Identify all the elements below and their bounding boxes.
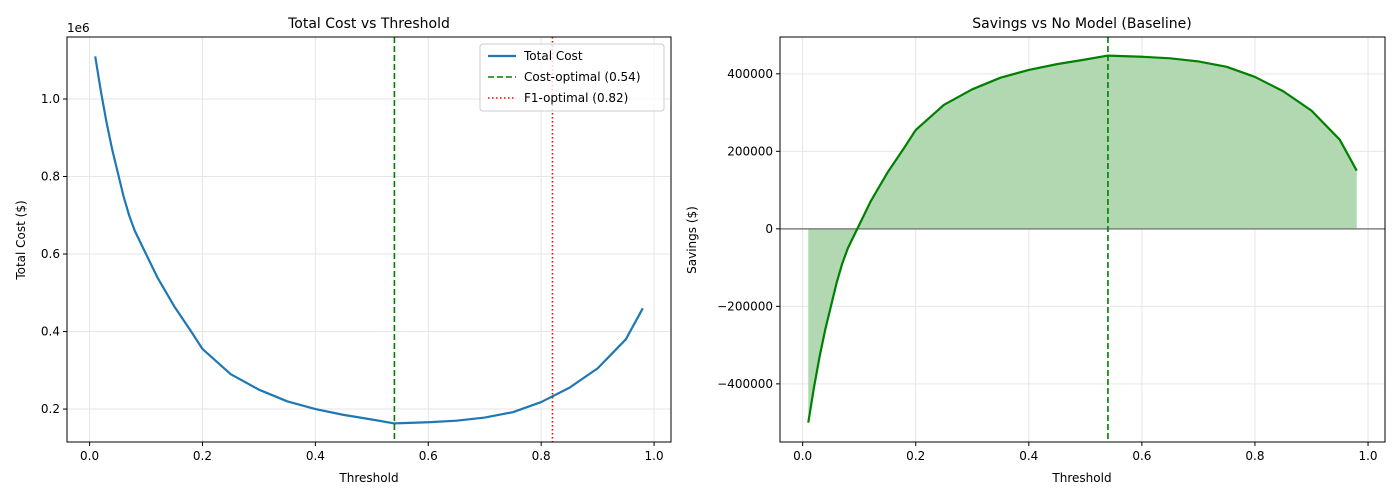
y-tick-label: 1.0 <box>41 92 60 106</box>
y-tick-label: 400000 <box>727 67 773 81</box>
x-tick-label: 0.8 <box>532 449 551 463</box>
x-tick-label: 0.8 <box>1245 449 1264 463</box>
x-tick-label: 0.2 <box>193 449 212 463</box>
legend-label-f1-optimal: F1-optimal (0.82) <box>524 91 628 105</box>
y-tick-label: −400000 <box>717 377 773 391</box>
right-y-label: Savings ($) <box>685 206 699 274</box>
x-tick-label: 0.2 <box>906 449 925 463</box>
x-tick-label: 0.4 <box>1019 449 1038 463</box>
left-chart-title: Total Cost vs Threshold <box>287 16 450 32</box>
left-y-label: Total Cost ($) <box>14 200 28 280</box>
x-tick-label: 0.0 <box>793 449 812 463</box>
savings-area <box>808 55 1357 423</box>
y-tick-label: 0 <box>765 222 773 236</box>
right-chart: 0.0 0.2 0.4 0.6 0.8 1.0 400000 200000 0 −200000 −4… <box>717 36 1386 463</box>
savings-line <box>807 54 1358 423</box>
x-tick-label: 1.0 <box>1358 449 1377 463</box>
x-tick-label: 0.6 <box>1132 449 1151 463</box>
legend: Total Cost Cost-optimal (0.54) F1-optima… <box>479 43 665 112</box>
left-chart: 0.0 0.2 0.4 0.6 0.8 1.0 0.2 0.4 0.6 0.8 1.0 <box>41 36 672 463</box>
right-chart-title: Savings vs No Model (Baseline) <box>972 16 1191 32</box>
left-x-label: Threshold <box>338 471 398 485</box>
x-tick-label: 0.4 <box>306 449 325 463</box>
y-tick-label: 0.4 <box>41 325 60 339</box>
left-y-offset-label: 1e6 <box>67 21 90 35</box>
y-tick-label: 0.6 <box>41 247 60 261</box>
x-tick-label: 0.0 <box>80 449 99 463</box>
x-tick-label: 0.6 <box>419 449 438 463</box>
axes-frame <box>779 36 1386 443</box>
x-tick-label: 1.0 <box>645 449 664 463</box>
legend-label-cost-optimal: Cost-optimal (0.54) <box>524 70 641 84</box>
legend-label-total-cost: Total Cost <box>523 49 583 63</box>
y-tick-label: 200000 <box>727 144 773 158</box>
y-tick-label: 0.8 <box>41 170 60 184</box>
axes-frame <box>66 36 672 443</box>
y-tick-label: −200000 <box>717 299 773 313</box>
right-x-label: Threshold <box>1051 471 1111 485</box>
y-tick-label: 0.2 <box>41 402 60 416</box>
total-cost-line <box>94 56 644 425</box>
